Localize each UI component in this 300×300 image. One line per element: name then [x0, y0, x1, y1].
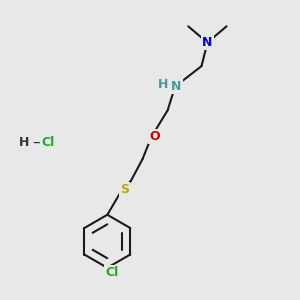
Text: H: H	[19, 136, 29, 149]
Text: Cl: Cl	[105, 266, 118, 279]
Text: –: –	[32, 135, 40, 150]
Text: Cl: Cl	[42, 136, 55, 149]
Text: O: O	[149, 130, 160, 143]
Text: H: H	[158, 78, 168, 91]
Text: N: N	[202, 36, 213, 49]
Text: S: S	[120, 183, 129, 196]
Text: N: N	[171, 80, 182, 93]
